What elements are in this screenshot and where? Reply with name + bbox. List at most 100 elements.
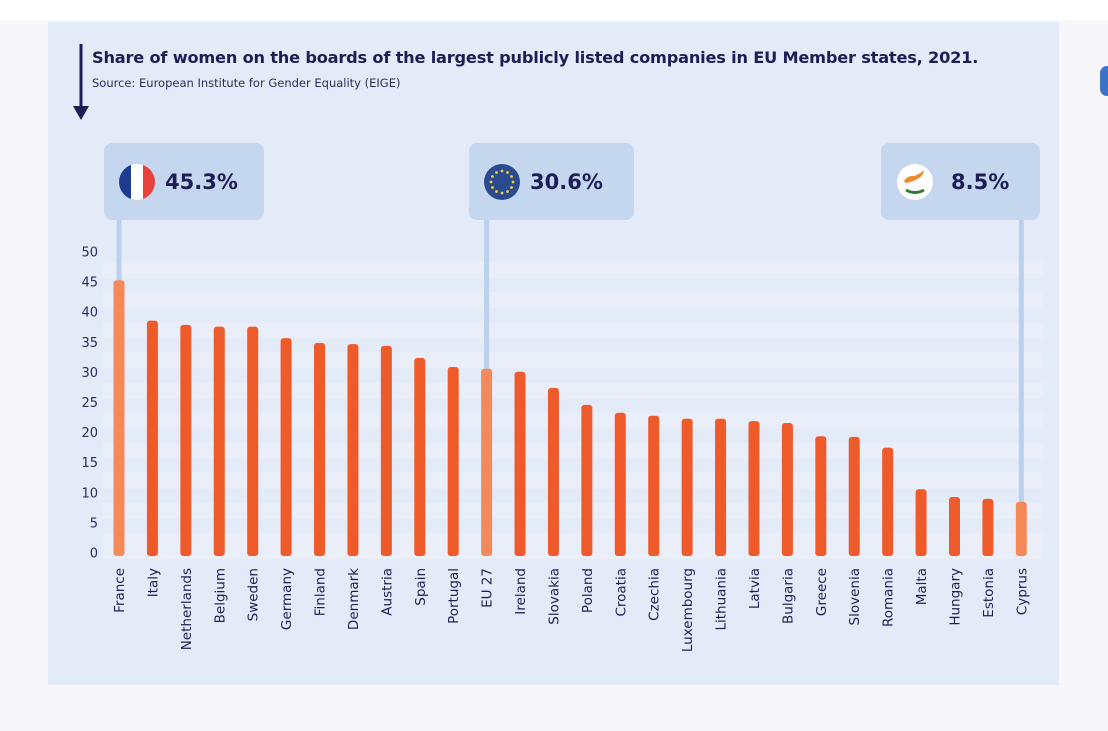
- bar-slovenia: [848, 436, 860, 556]
- x-tick-label: Croatia: [613, 568, 629, 617]
- y-tick-label: 30: [81, 366, 98, 381]
- x-tick-label: Belgium: [212, 568, 228, 623]
- bar-greece: [815, 436, 827, 556]
- y-tick-label: 15: [81, 456, 98, 471]
- grid-band: [103, 352, 1043, 369]
- bars: [113, 280, 1027, 556]
- callout-connectors: [116, 218, 1024, 506]
- x-tick-label: Luxembourg: [680, 568, 696, 652]
- x-tick-label: Poland: [580, 568, 596, 613]
- bar-estonia: [982, 498, 994, 556]
- bar-cyprus: [1015, 501, 1027, 556]
- x-tick-label: EU 27: [480, 568, 496, 608]
- x-tick-label: Slovenia: [847, 568, 863, 625]
- chart-source: Source: European Institute for Gender Eq…: [92, 76, 401, 90]
- y-tick-label: 20: [81, 426, 98, 441]
- bar-slovakia: [547, 388, 559, 556]
- x-tick-label: Latvia: [747, 568, 763, 609]
- x-tick-label: Sweden: [246, 568, 262, 621]
- y-tick-label: 40: [81, 306, 98, 321]
- y-axis: 0 5 10 15 20 25 30 35 40 45 50: [81, 246, 98, 562]
- callout-connector: [484, 218, 490, 373]
- grid-band: [103, 292, 1043, 309]
- eu-flag-icon: [484, 164, 520, 200]
- y-tick-label: 5: [90, 516, 98, 531]
- grid-band: [103, 322, 1043, 339]
- bar-czechia: [648, 415, 660, 556]
- x-tick-label: Bulgaria: [780, 568, 796, 624]
- bar-netherlands: [180, 324, 192, 556]
- bar-italy: [146, 320, 158, 556]
- bar-belgium: [213, 326, 225, 556]
- x-tick-label: Ireland: [513, 568, 529, 615]
- x-tick-label: Germany: [279, 568, 295, 630]
- x-tick-label: Spain: [413, 568, 429, 606]
- callout-value: 30.6%: [530, 170, 603, 194]
- bar-lithuania: [715, 418, 727, 556]
- x-tick-label: Slovakia: [546, 568, 562, 625]
- y-tick-label: 45: [81, 276, 98, 291]
- y-tick-label: 50: [81, 246, 98, 261]
- x-tick-label: Lithuania: [714, 568, 730, 631]
- bar-malta: [915, 489, 927, 556]
- grid-band: [103, 547, 1043, 559]
- callout-connector: [116, 218, 122, 285]
- x-tick-label: Czechia: [647, 568, 663, 621]
- bar-bulgaria: [781, 422, 793, 556]
- grid-band: [103, 442, 1043, 459]
- bar-hungary: [949, 497, 960, 556]
- grid-band: [103, 382, 1043, 399]
- bar-latvia: [748, 421, 760, 556]
- bar-denmark: [347, 344, 359, 556]
- callout-box: [104, 143, 264, 220]
- grid-band: [103, 532, 1043, 549]
- chart-title: Share of women on the boards of the larg…: [92, 48, 979, 67]
- bar-austria: [380, 345, 392, 556]
- x-tick-label: Netherlands: [179, 568, 195, 650]
- callout-eu-27: 30.6%: [469, 143, 634, 220]
- x-tick-label: Portugal: [446, 568, 462, 624]
- bar-portugal: [447, 366, 459, 556]
- x-tick-label: Denmark: [346, 568, 362, 630]
- x-tick-label: Estonia: [981, 568, 997, 618]
- bar-spain: [414, 357, 426, 556]
- callout-france: 45.3%: [104, 143, 264, 220]
- x-tick-label: Finland: [313, 568, 329, 616]
- bar-germany: [280, 338, 292, 556]
- bar-france: [113, 280, 125, 556]
- callout-cyprus: 8.5%: [881, 143, 1040, 220]
- bar-romania: [882, 447, 894, 556]
- callout-box: [469, 143, 634, 220]
- bar-poland: [581, 404, 593, 556]
- grid-band: [103, 502, 1043, 519]
- callout-box: [881, 143, 1040, 220]
- y-tick-label: 25: [81, 396, 98, 411]
- grid-band: [103, 472, 1043, 489]
- bar-sweden: [247, 326, 259, 556]
- x-tick-label: Hungary: [948, 568, 964, 626]
- callout-value: 8.5%: [951, 170, 1009, 194]
- x-tick-label: Austria: [379, 568, 395, 616]
- bar-croatia: [614, 412, 626, 556]
- x-tick-label: France: [112, 568, 128, 613]
- x-tick-label: Cyprus: [1014, 568, 1030, 615]
- bar-eu-27: [481, 368, 493, 556]
- bar-finland: [314, 342, 326, 556]
- callout-connector: [1018, 218, 1024, 506]
- x-tick-label: Greece: [814, 568, 830, 616]
- france-flag-icon: [119, 164, 155, 200]
- x-axis: France Italy Netherlands Belgium Sweden Germa…: [112, 568, 1030, 652]
- callouts: 45.3% 30.6% 8.5%: [104, 143, 1040, 220]
- y-tick-label: 10: [81, 486, 98, 501]
- x-tick-label: Romania: [881, 568, 897, 627]
- partial-icon: [1100, 66, 1108, 96]
- grid-bands: [103, 262, 1043, 559]
- top-strip: [0, 0, 1108, 20]
- x-tick-label: Italy: [145, 568, 161, 597]
- bar-luxembourg: [681, 418, 693, 556]
- x-tick-label: Malta: [914, 568, 930, 605]
- callout-value: 45.3%: [165, 170, 238, 194]
- cyprus-flag-icon: [897, 164, 933, 200]
- y-tick-label: 0: [90, 547, 98, 562]
